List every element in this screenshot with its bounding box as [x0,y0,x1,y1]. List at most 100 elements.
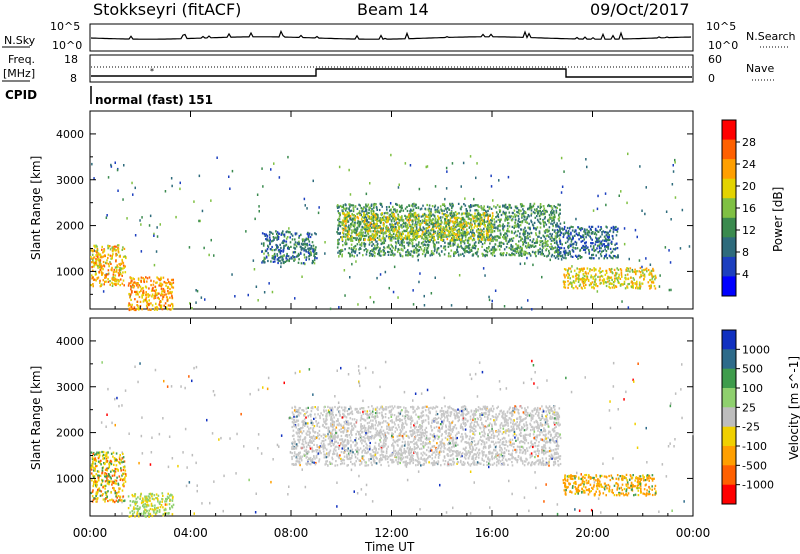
data-cell [423,233,425,236]
data-cell [383,246,385,249]
data-cell [118,263,120,266]
data-cell [243,445,245,448]
data-cell [437,206,439,209]
data-cell [507,175,510,179]
data-cell [396,210,399,213]
data-cell [132,281,135,284]
data-cell [203,246,205,250]
data-cell [504,235,506,238]
data-cell [472,432,474,435]
data-cell [150,451,153,454]
data-cell [569,252,571,256]
data-cell [282,233,285,236]
data-cell [594,231,597,234]
data-cell [483,213,485,216]
data-cell [466,233,468,236]
data-cell [560,258,563,261]
data-cell [280,246,282,249]
data-cell [264,249,267,252]
data-cell [345,419,347,422]
data-cell [655,276,657,279]
data-cell [531,205,534,209]
data-cell [455,236,457,239]
data-cell [289,231,291,234]
data-cell [390,253,392,256]
data-cell [613,286,616,289]
data-cell [504,236,507,239]
data-cell [154,306,157,309]
data-cell [517,246,519,249]
data-cell [312,260,314,264]
data-cell [267,376,270,380]
data-cell [306,207,308,210]
data-cell [545,249,547,252]
data-cell [572,226,574,229]
data-cell [307,234,310,237]
data-cell [367,233,370,236]
data-cell [453,222,456,225]
data-cell [195,301,197,304]
data-cell [581,267,583,270]
data-cell [478,224,480,227]
data-cell [372,225,374,229]
data-cell [198,174,201,178]
noise-trace [90,29,692,40]
data-cell [519,262,522,266]
data-cell [171,296,173,299]
data-cell [151,436,153,439]
data-cell [266,248,269,251]
data-cell [565,229,567,232]
data-cell [398,232,400,235]
data-cell [579,227,582,230]
data-cell [151,293,154,296]
data-cell [294,241,297,244]
data-cell [483,238,486,242]
data-cell [457,235,460,238]
data-cell [578,233,580,237]
data-cell [468,205,470,208]
data-cell [411,203,414,206]
data-cell [438,234,440,237]
data-cell [298,242,300,245]
data-cell [511,219,513,222]
data-cell [271,255,274,258]
data-cell [371,250,374,253]
data-cell [525,218,527,221]
data-cell [307,235,310,239]
data-cell [132,286,135,289]
data-cell [469,512,472,515]
data-cell [276,245,278,248]
data-cell [282,241,285,244]
data-cell [161,283,164,286]
data-cell [294,243,297,246]
data-cell [537,250,540,253]
data-cell [380,254,382,257]
data-cell [499,218,501,221]
data-cell [522,230,525,233]
data-cell [467,239,470,242]
data-cell [444,235,446,238]
data-cell [169,287,171,291]
data-cell [465,221,467,224]
colorbar-swatch [722,159,736,180]
data-cell [382,233,385,236]
data-cell [105,216,108,219]
data-cell [484,255,486,258]
data-cell [460,228,463,231]
data-cell [442,226,445,229]
data-cell [456,232,459,235]
data-cell [257,447,259,450]
data-cell [608,238,610,241]
data-cell [158,284,160,287]
data-cell [279,252,282,255]
data-cell [545,483,547,486]
data-cell [505,232,508,235]
data-cell [602,230,605,233]
data-cell [621,283,624,286]
data-cell [632,285,634,288]
data-cell [543,225,545,228]
data-cell [288,247,290,250]
data-cell [156,293,158,296]
data-cell [590,232,593,235]
data-cell [463,212,465,215]
